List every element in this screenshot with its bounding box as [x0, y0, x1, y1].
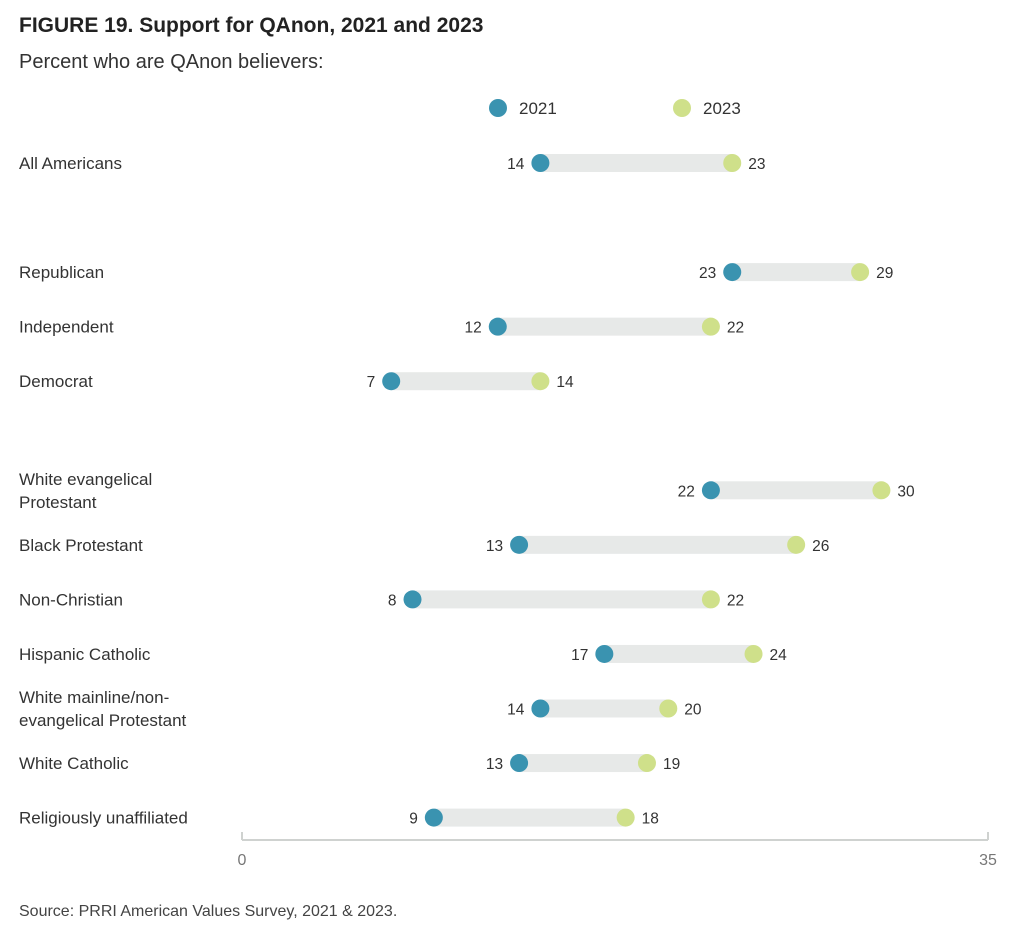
range-bar — [497, 317, 711, 336]
legend: 2021 2023 — [489, 99, 741, 118]
category-label: Republican — [19, 263, 104, 282]
value-label-2023: 23 — [748, 156, 765, 173]
point-2021 — [510, 754, 529, 773]
row-white-evangelical-protestant: White evangelical Protestant 22 30 — [19, 470, 915, 512]
value-label-2023: 14 — [556, 374, 574, 391]
value-label-2021: 7 — [367, 374, 376, 391]
point-2021 — [531, 699, 550, 718]
point-2023 — [744, 644, 763, 663]
source-note: Source: PRRI American Values Survey, 202… — [19, 903, 398, 920]
row-all-americans: All Americans 14 23 — [19, 154, 765, 173]
value-label-2021: 22 — [678, 483, 695, 500]
point-2021 — [488, 317, 507, 336]
category-label: Black Protestant — [19, 536, 143, 555]
range-bar — [604, 644, 754, 663]
row-white-catholic: White Catholic 13 19 — [19, 754, 680, 773]
row-religiously-unaffiliated: Religiously unaffiliated 9 18 — [19, 808, 659, 828]
chart-rows: All Americans 14 23 Republican 23 29 Independe… — [19, 154, 915, 828]
category-label: Religiously unaffiliated — [19, 809, 188, 828]
row-white-mainline-non-evangelical-protestant: White mainline/non-evangelical Protestan… — [19, 688, 702, 730]
x-axis: 0 35 — [238, 832, 997, 869]
value-label-2023: 22 — [727, 320, 744, 337]
point-2021 — [723, 263, 742, 282]
range-bar — [519, 754, 647, 773]
point-2023 — [851, 263, 870, 282]
row-hispanic-catholic: Hispanic Catholic 17 24 — [19, 644, 788, 664]
value-label-2023: 30 — [897, 483, 915, 500]
value-label-2021: 13 — [486, 756, 503, 773]
legend-label-2023: 2023 — [703, 99, 741, 118]
value-label-2021: 17 — [571, 647, 588, 664]
point-2021 — [424, 808, 443, 827]
value-label-2023: 20 — [684, 702, 702, 719]
value-label-2023: 29 — [876, 265, 893, 282]
x-tick-label: 35 — [979, 852, 997, 869]
legend-marker-2023 — [673, 99, 691, 117]
x-tick-label: 0 — [238, 852, 247, 869]
row-independent: Independent 12 22 — [19, 317, 744, 337]
value-label-2021: 13 — [486, 538, 503, 555]
value-label-2023: 22 — [727, 592, 744, 609]
value-label-2021: 14 — [507, 702, 525, 719]
point-2021 — [510, 535, 529, 554]
range-bar — [391, 372, 541, 391]
value-label-2021: 14 — [507, 156, 525, 173]
point-2021 — [403, 590, 422, 609]
value-label-2021: 8 — [388, 592, 397, 609]
point-2021 — [595, 644, 614, 663]
range-bar — [540, 699, 669, 718]
value-label-2023: 19 — [663, 756, 680, 773]
point-2023 — [701, 590, 720, 609]
value-label-2021: 12 — [465, 320, 482, 337]
point-2023 — [637, 754, 656, 773]
value-label-2023: 26 — [812, 538, 829, 555]
value-label-2023: 18 — [642, 811, 659, 828]
range-bar — [732, 263, 861, 282]
point-2023 — [872, 481, 891, 500]
category-label: Independent — [19, 318, 114, 337]
point-2021 — [701, 481, 720, 500]
point-2021 — [531, 154, 550, 172]
category-label: All Americans — [19, 154, 122, 173]
value-label-2021: 9 — [409, 811, 418, 828]
value-label-2021: 23 — [699, 265, 716, 282]
category-label: Democrat — [19, 372, 93, 391]
row-non-christian: Non-Christian 8 22 — [19, 590, 744, 609]
row-black-protestant: Black Protestant 13 26 — [19, 535, 829, 555]
point-2023 — [701, 317, 720, 336]
row-democrat: Democrat 7 14 — [19, 372, 574, 391]
chart-subtitle: Percent who are QAnon believers: — [19, 51, 324, 73]
point-2021 — [382, 372, 401, 391]
point-2023 — [787, 535, 806, 554]
chart-title: FIGURE 19. Support for QAnon, 2021 and 2… — [19, 14, 484, 37]
legend-marker-2021 — [489, 99, 507, 117]
point-2023 — [616, 808, 635, 827]
range-bar — [540, 154, 733, 172]
point-2023 — [531, 372, 550, 391]
range-bar — [519, 535, 797, 554]
category-label: Non-Christian — [19, 590, 123, 609]
category-label: White evangelical Protestant — [19, 470, 152, 512]
range-bar — [433, 808, 626, 827]
value-label-2023: 24 — [770, 647, 788, 664]
point-2023 — [659, 699, 678, 718]
legend-label-2021: 2021 — [519, 99, 557, 118]
category-label: White mainline/non-evangelical Protestan… — [19, 688, 187, 730]
range-bar — [710, 481, 882, 500]
range-bar — [412, 590, 711, 609]
row-republican: Republican 23 29 — [19, 263, 893, 282]
point-2023 — [723, 154, 742, 172]
category-label: Hispanic Catholic — [19, 645, 151, 664]
category-label: White Catholic — [19, 754, 129, 773]
